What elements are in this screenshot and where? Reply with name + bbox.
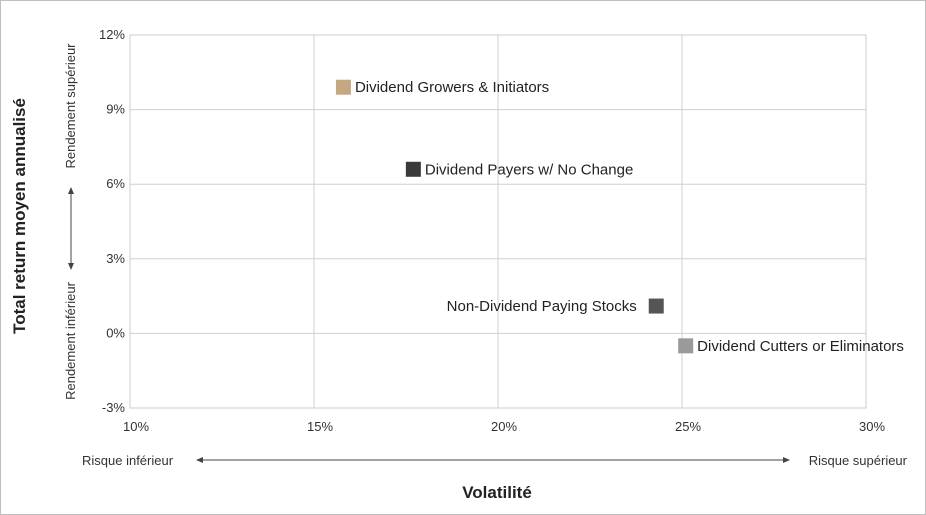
x-tick-label: 15% — [307, 419, 333, 434]
data-point-marker — [678, 338, 694, 354]
y-tick-label: 12% — [99, 27, 125, 42]
y-tick-labels: -3% 0% 3% 6% 9% 12% — [99, 27, 125, 415]
y-arrow-down-head — [68, 263, 74, 270]
y-arrow-up-head — [68, 187, 74, 194]
x-tick-label: 10% — [123, 419, 149, 434]
y-axis-title: Total return moyen annualisé — [10, 98, 29, 334]
data-points: Dividend Growers & Initiators Dividend Pa… — [335, 79, 904, 355]
x-low-label: Risque inférieur — [82, 453, 174, 468]
y-tick-label: 9% — [106, 102, 125, 117]
data-point-label: Non-Dividend Paying Stocks — [447, 298, 637, 315]
data-point-marker — [335, 79, 351, 95]
x-arrow-left-head — [196, 457, 203, 463]
x-axis-title: Volatilité — [462, 483, 532, 502]
x-tick-label: 30% — [859, 419, 885, 434]
y-tick-label: -3% — [102, 400, 126, 415]
y-low-label: Rendement inférieur — [63, 281, 78, 399]
data-point-marker — [648, 298, 664, 314]
data-point-label: Dividend Growers & Initiators — [355, 79, 549, 96]
data-point-label: Dividend Payers w/ No Change — [425, 161, 633, 178]
plot-area — [129, 34, 867, 409]
data-point-marker — [405, 161, 421, 177]
y-tick-label: 6% — [106, 176, 125, 191]
x-tick-label: 25% — [675, 419, 701, 434]
y-tick-label: 3% — [106, 251, 125, 266]
x-tick-label: 20% — [491, 419, 517, 434]
y-tick-label: 0% — [106, 325, 125, 340]
x-tick-labels: 10% 15% 20% 25% 30% — [123, 419, 885, 434]
data-point-label: Dividend Cutters or Eliminators — [697, 338, 904, 355]
x-high-label: Risque supérieur — [809, 453, 908, 468]
x-arrow-right-head — [783, 457, 790, 463]
y-high-label: Rendement supérieur — [63, 43, 78, 169]
